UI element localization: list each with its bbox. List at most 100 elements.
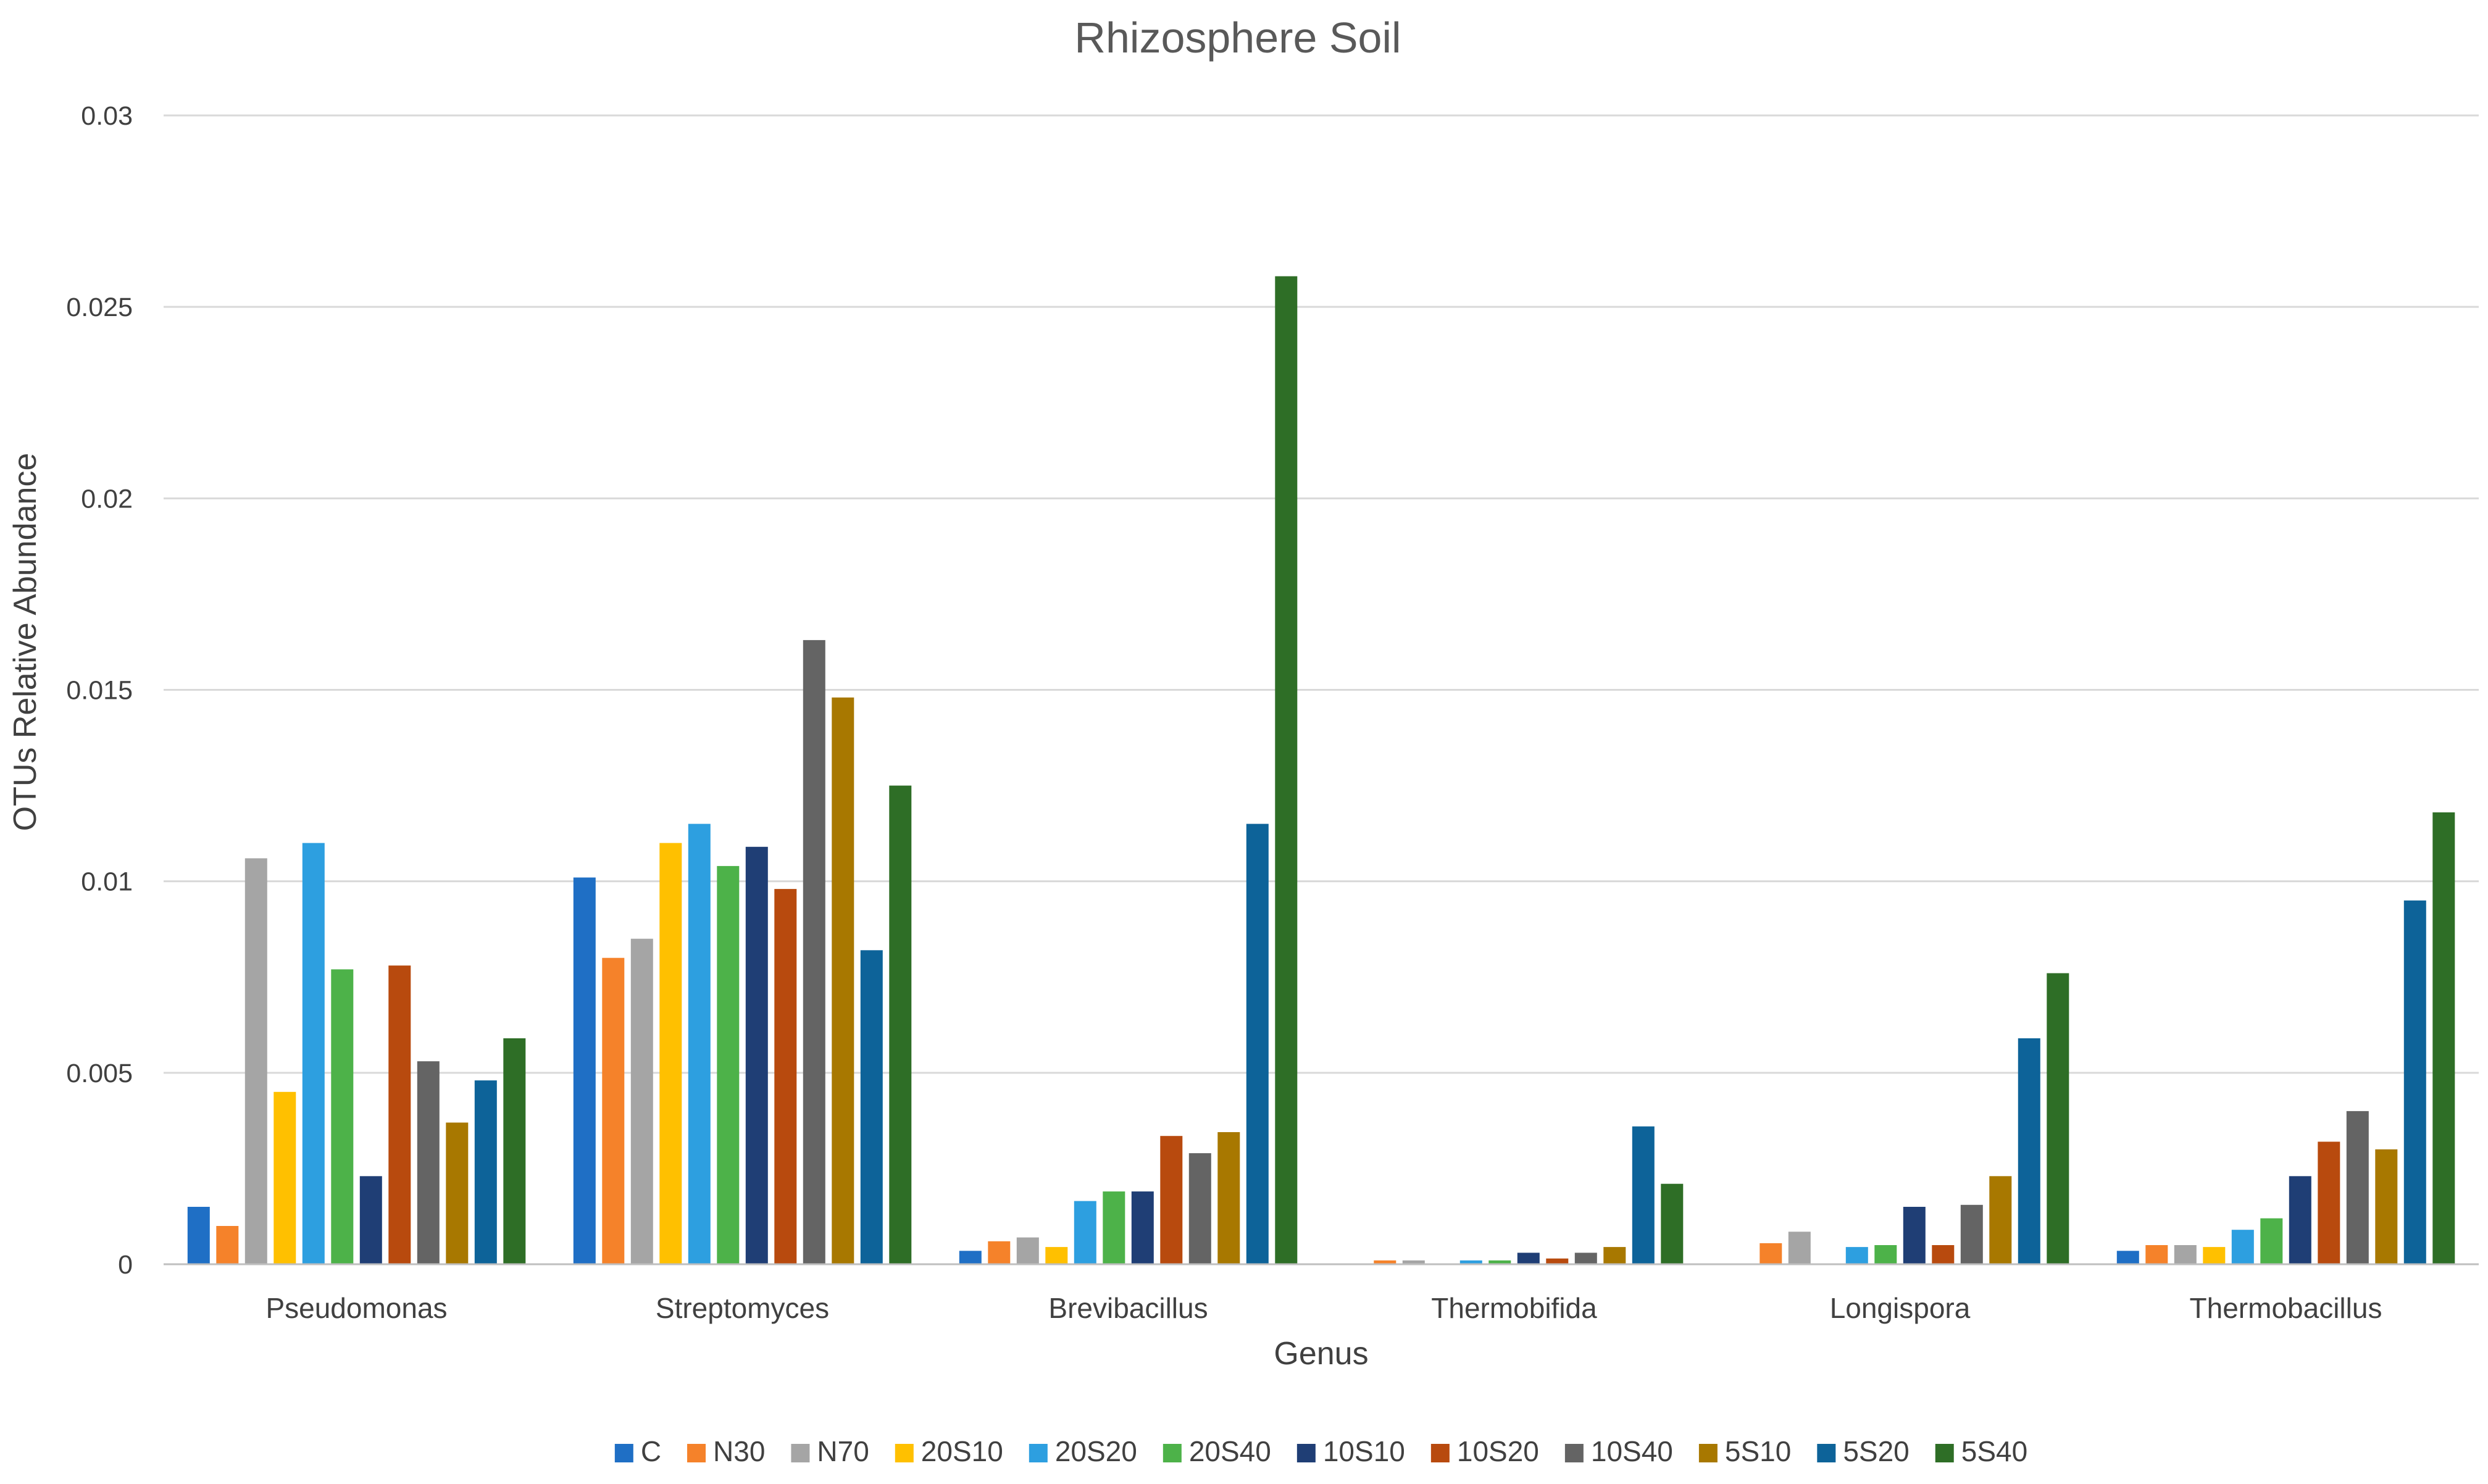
bar-5s40-pseudomonas xyxy=(503,1038,526,1264)
legend-swatch xyxy=(1430,1444,1450,1462)
legend-item-5s20: 5S20 xyxy=(1817,1435,1910,1467)
bar-5s40-longispora xyxy=(2047,973,2069,1264)
legend-swatch xyxy=(614,1444,633,1462)
bar-20s20-longispora xyxy=(1845,1247,1868,1264)
legend-item-20s40: 20S40 xyxy=(1163,1435,1271,1467)
bar-20s10-streptomyces xyxy=(659,843,682,1264)
bar-10s40-thermobifida xyxy=(1574,1253,1597,1264)
bar-10s10-pseudomonas xyxy=(359,1176,382,1264)
legend-item-n70: N70 xyxy=(791,1435,869,1467)
legend-label: 5S20 xyxy=(1843,1435,1909,1467)
legend-swatch xyxy=(1163,1444,1182,1462)
legend-item-10s40: 10S40 xyxy=(1564,1435,1673,1467)
bar-n70-pseudomonas xyxy=(244,858,267,1264)
bar-10s20-pseudomonas xyxy=(388,965,411,1264)
bar-20s20-streptomyces xyxy=(688,823,711,1264)
x-category-label: Thermobifida xyxy=(1431,1292,1597,1324)
bar-n70-thermobacillus xyxy=(2174,1245,2197,1264)
bar-5s40-thermobifida xyxy=(1661,1183,1684,1264)
bar-10s10-brevibacillus xyxy=(1131,1191,1154,1264)
bar-5s20-pseudomonas xyxy=(474,1080,497,1264)
legend-label: C xyxy=(641,1435,661,1467)
bar-20s40-thermobifida xyxy=(1488,1260,1511,1264)
legend-label: 5S10 xyxy=(1725,1435,1791,1467)
bar-c-pseudomonas xyxy=(187,1207,210,1264)
bar-10s20-thermobacillus xyxy=(2318,1141,2340,1264)
bar-n30-thermobifida xyxy=(1374,1260,1396,1264)
bar-20s40-pseudomonas xyxy=(331,969,354,1264)
bar-10s40-brevibacillus xyxy=(1188,1153,1211,1264)
legend-label: 20S10 xyxy=(921,1435,1003,1467)
bar-20s20-thermobacillus xyxy=(2231,1230,2254,1264)
x-category-label: Brevibacillus xyxy=(1048,1292,1208,1324)
bar-5s20-longispora xyxy=(2018,1038,2040,1264)
bar-5s40-streptomyces xyxy=(889,785,912,1264)
legend-swatch xyxy=(1296,1444,1316,1462)
y-tick-label: 0.03 xyxy=(81,101,133,131)
legend-label: 10S20 xyxy=(1457,1435,1539,1467)
bar-n30-streptomyces xyxy=(602,957,625,1264)
bar-10s40-longispora xyxy=(1960,1204,1983,1264)
bar-n30-longispora xyxy=(1760,1243,1782,1264)
bar-20s40-thermobacillus xyxy=(2260,1218,2283,1264)
bar-5s10-thermobacillus xyxy=(2375,1149,2398,1264)
bars xyxy=(187,276,2455,1264)
bar-5s10-longispora xyxy=(1989,1176,2012,1264)
bar-5s10-pseudomonas xyxy=(446,1122,469,1264)
legend-swatch xyxy=(1817,1444,1836,1462)
legend-swatch xyxy=(1698,1444,1718,1462)
bar-20s40-longispora xyxy=(1874,1245,1897,1264)
y-tick-label: 0.005 xyxy=(66,1059,133,1088)
bar-5s10-thermobifida xyxy=(1603,1247,1626,1264)
bar-n30-brevibacillus xyxy=(988,1241,1011,1264)
x-axis-category-labels: Pseudomonas Streptomyces Brevibacillus Ther… xyxy=(265,1292,2382,1324)
bar-5s40-thermobacillus xyxy=(2432,812,2455,1264)
legend-swatch xyxy=(895,1444,914,1462)
bar-5s20-thermobifida xyxy=(1632,1126,1655,1264)
bar-10s20-longispora xyxy=(1932,1245,1955,1264)
bar-5s20-thermobacillus xyxy=(2403,900,2426,1264)
bar-c-brevibacillus xyxy=(959,1251,982,1264)
bar-20s40-brevibacillus xyxy=(1103,1191,1125,1264)
bar-10s40-thermobacillus xyxy=(2346,1111,2369,1264)
bar-10s10-streptomyces xyxy=(745,846,768,1264)
bar-5s10-brevibacillus xyxy=(1217,1132,1240,1264)
bar-5s40-brevibacillus xyxy=(1275,276,1298,1264)
gridlines xyxy=(164,114,2479,1074)
bar-n30-thermobacillus xyxy=(2145,1245,2168,1264)
bar-5s10-streptomyces xyxy=(832,697,854,1264)
bar-20s20-brevibacillus xyxy=(1074,1201,1096,1264)
bar-20s10-brevibacillus xyxy=(1045,1247,1068,1264)
legend-label: N30 xyxy=(713,1435,765,1467)
legend-label: 20S40 xyxy=(1189,1435,1271,1467)
bar-n70-streptomyces xyxy=(630,938,653,1264)
bar-10s20-streptomyces xyxy=(774,889,797,1264)
legend-item-10s10: 10S10 xyxy=(1296,1435,1405,1467)
legend-label: 10S10 xyxy=(1323,1435,1405,1467)
bar-20s20-pseudomonas xyxy=(302,843,325,1264)
legend-label: N70 xyxy=(817,1435,869,1467)
legend-item-n30: N30 xyxy=(687,1435,765,1467)
legend-swatch xyxy=(687,1444,706,1462)
bar-20s10-pseudomonas xyxy=(273,1091,296,1264)
bar-10s10-thermobacillus xyxy=(2289,1176,2311,1264)
x-axis-title: Genus xyxy=(1274,1336,1368,1372)
legend-label: 5S40 xyxy=(1961,1435,2027,1467)
bar-10s40-streptomyces xyxy=(803,640,825,1264)
bar-10s10-thermobifida xyxy=(1517,1253,1540,1264)
bar-10s10-longispora xyxy=(1903,1207,1926,1264)
legend-item-c: C xyxy=(614,1435,661,1467)
y-tick-label: 0.025 xyxy=(66,293,133,322)
y-tick-label: 0.01 xyxy=(81,867,133,897)
legend-item-10s20: 10S20 xyxy=(1430,1435,1539,1467)
bar-n70-brevibacillus xyxy=(1016,1237,1039,1264)
y-axis-title: OTUs Relative Abundance xyxy=(7,453,43,832)
legend-swatch xyxy=(1564,1444,1584,1462)
y-tick-label: 0.02 xyxy=(81,484,133,514)
y-tick-label: 0 xyxy=(118,1250,133,1280)
x-category-label: Streptomyces xyxy=(656,1292,829,1324)
bar-20s10-thermobacillus xyxy=(2203,1247,2226,1264)
y-axis-tick-labels: 0 0.005 0.01 0.015 0.02 0.025 0.03 xyxy=(66,101,133,1280)
